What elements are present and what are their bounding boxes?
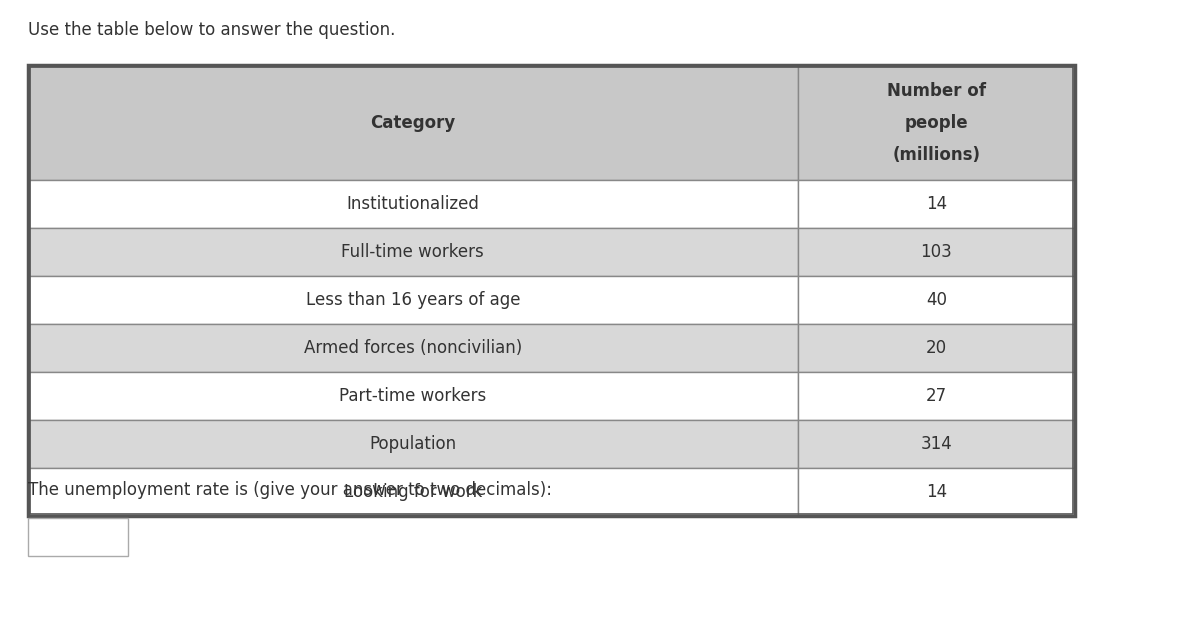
Text: The unemployment rate is (give your answer to two decimals):: The unemployment rate is (give your answ… xyxy=(28,481,552,499)
Text: 103: 103 xyxy=(920,243,952,261)
Text: Category: Category xyxy=(370,114,455,131)
Bar xyxy=(28,228,798,276)
Text: 27: 27 xyxy=(925,387,947,405)
Bar xyxy=(28,65,1075,516)
Bar xyxy=(798,420,1075,468)
Text: Armed forces (noncivilian): Armed forces (noncivilian) xyxy=(304,339,522,357)
Bar xyxy=(798,468,1075,516)
Text: 14: 14 xyxy=(925,195,947,213)
Text: Number of
people
(millions): Number of people (millions) xyxy=(887,81,985,164)
Text: Looking for work: Looking for work xyxy=(343,483,482,501)
Bar xyxy=(28,324,798,372)
Text: Population: Population xyxy=(370,435,456,453)
Text: 314: 314 xyxy=(920,435,952,453)
Text: 40: 40 xyxy=(925,291,947,309)
Text: Institutionalized: Institutionalized xyxy=(347,195,479,213)
Bar xyxy=(28,372,798,420)
Bar xyxy=(798,65,1075,180)
Bar xyxy=(28,468,798,516)
Text: 14: 14 xyxy=(925,483,947,501)
Bar xyxy=(30,67,1073,514)
Bar xyxy=(28,420,798,468)
Bar xyxy=(28,180,798,228)
Text: Less than 16 years of age: Less than 16 years of age xyxy=(306,291,520,309)
Text: Full-time workers: Full-time workers xyxy=(341,243,484,261)
Bar xyxy=(798,324,1075,372)
Text: Part-time workers: Part-time workers xyxy=(340,387,486,405)
Bar xyxy=(798,228,1075,276)
Bar xyxy=(28,65,798,180)
Bar xyxy=(28,518,128,556)
Text: 20: 20 xyxy=(925,339,947,357)
Text: Use the table below to answer the question.: Use the table below to answer the questi… xyxy=(28,21,395,39)
Bar xyxy=(798,180,1075,228)
Bar xyxy=(798,276,1075,324)
Bar xyxy=(798,372,1075,420)
Bar xyxy=(28,276,798,324)
